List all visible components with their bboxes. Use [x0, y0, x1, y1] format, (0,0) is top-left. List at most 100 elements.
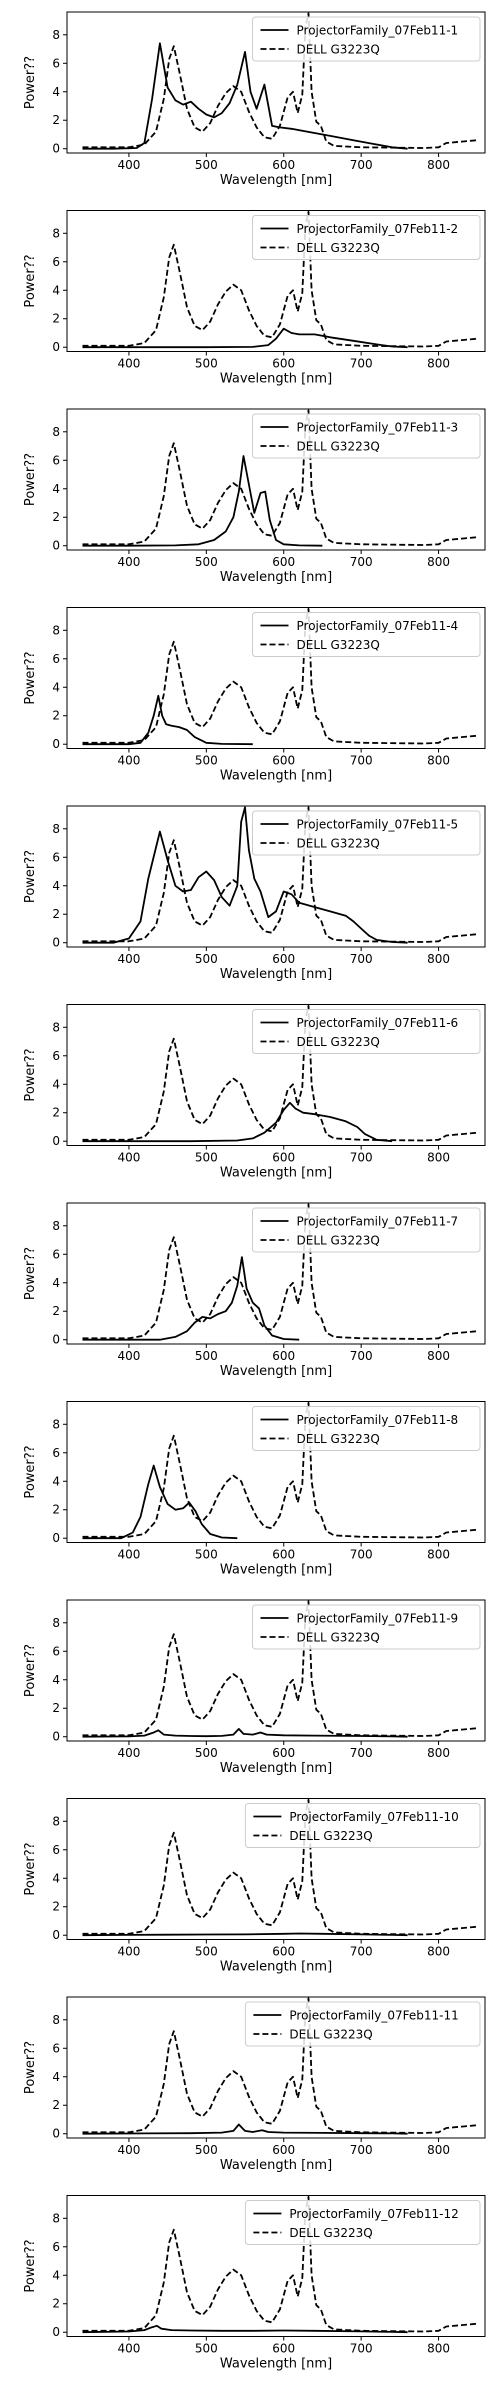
x-tick-label: 400	[117, 1548, 140, 1562]
series-group	[82, 211, 478, 349]
legend-label: ProjectorFamily_07Feb11-8	[297, 1413, 459, 1427]
y-tick-label: 2	[52, 2297, 60, 2311]
legend-label: DELL G3223Q	[289, 1829, 372, 1843]
series-line-projector	[82, 327, 408, 349]
x-tick-label: 600	[272, 1945, 295, 1959]
y-tick-label: 0	[52, 1333, 60, 1347]
legend-box	[252, 1207, 481, 1253]
legend-label: DELL G3223Q	[297, 1234, 380, 1248]
x-tick-label: 400	[117, 1349, 140, 1363]
y-tick-label: 8	[52, 1616, 60, 1630]
subplot-11: 400 500 600 700 800 0 2 4 6 8 Wavelength [nm] Power…	[23, 1996, 486, 2173]
y-tick-label: 2	[52, 312, 60, 326]
legend-box	[252, 16, 481, 62]
series-line-projector	[82, 1932, 408, 1937]
y-tick-label: 4	[52, 482, 60, 496]
x-tick-label: 800	[427, 1548, 450, 1562]
x-axis-label: Wavelength [nm]	[220, 2357, 332, 2372]
axes-frame	[66, 408, 486, 551]
y-tick-label: 6	[52, 255, 60, 269]
y-tick-label: 8	[52, 226, 60, 240]
x-tick-label: 800	[427, 2143, 450, 2157]
subplot-4: 400 500 600 700 800 0 2 4 6 8 Wavelength [nm] Power…	[23, 607, 486, 784]
y-tick-label: 4	[52, 879, 60, 893]
x-tick-label: 500	[195, 1548, 218, 1562]
x-axis-label: Wavelength [nm]	[220, 173, 332, 188]
y-tick-label: 4	[52, 283, 60, 297]
x-tick-label: 400	[117, 555, 140, 569]
legend-label: DELL G3223Q	[297, 241, 380, 255]
x-tick-label: 700	[350, 754, 373, 768]
legend-label: DELL G3223Q	[297, 638, 380, 652]
series-line-projector	[82, 42, 408, 150]
axes-frame	[66, 11, 486, 154]
y-axis-label: Power??	[23, 2041, 38, 2094]
series-line-dell	[82, 1799, 478, 1936]
x-tick-label: 400	[117, 158, 140, 172]
y-tick-label: 0	[52, 340, 60, 354]
y-tick-label: 0	[52, 936, 60, 950]
x-tick-label: 400	[117, 952, 140, 966]
axes-frame	[66, 607, 486, 749]
axes-frame	[66, 1599, 486, 1742]
x-tick-label: 800	[427, 555, 450, 569]
legend-label: ProjectorFamily_07Feb11-6	[297, 1016, 459, 1030]
y-tick-label: 8	[52, 1219, 60, 1233]
x-tick-label: 500	[195, 1945, 218, 1959]
y-tick-label: 4	[52, 1474, 60, 1488]
x-tick-label: 800	[427, 1746, 450, 1760]
x-axis-label: Wavelength [nm]	[220, 2158, 332, 2173]
subplot-7: 400 500 600 700 800 0 2 4 6 8 Wavelength [nm] Power…	[23, 1202, 486, 1379]
subplot-3: 400 500 600 700 800 0 2 4 6 8 Wavelength [nm] Power…	[23, 408, 486, 585]
y-tick-label: 2	[52, 1701, 60, 1715]
subplot-5: 400 500 600 700 800 0 2 4 6 8 Wavelength [nm] Power…	[23, 805, 486, 982]
y-axis-label: Power??	[23, 1842, 38, 1895]
y-tick-label: 6	[52, 652, 60, 666]
axes-frame	[66, 1401, 486, 1543]
legend-box	[252, 1009, 481, 1054]
x-axis-label: Wavelength [nm]	[220, 1761, 332, 1776]
x-tick-label: 800	[427, 952, 450, 966]
subplot-6: 400 500 600 700 800 0 2 4 6 8 Wavelength [nm] Power…	[23, 1004, 486, 1181]
legend-label: ProjectorFamily_07Feb11-10	[289, 1810, 458, 1824]
series-line-projector	[82, 1464, 238, 1540]
legend-label: ProjectorFamily_07Feb11-9	[297, 1612, 459, 1626]
y-tick-label: 0	[52, 142, 60, 156]
y-tick-label: 4	[52, 1276, 60, 1290]
x-axis-label: Wavelength [nm]	[220, 769, 332, 784]
y-tick-label: 8	[52, 28, 60, 42]
x-tick-label: 600	[272, 2342, 295, 2356]
axes-frame	[66, 1202, 486, 1345]
legend-label: ProjectorFamily_07Feb11-1	[297, 24, 459, 38]
x-tick-label: 600	[272, 952, 295, 966]
x-tick-label: 700	[350, 1349, 373, 1363]
x-tick-label: 600	[272, 555, 295, 569]
x-tick-label: 600	[272, 1746, 295, 1760]
x-tick-label: 600	[272, 357, 295, 371]
y-axis-label: Power??	[23, 850, 38, 903]
y-tick-label: 8	[52, 2211, 60, 2225]
y-tick-label: 4	[52, 85, 60, 99]
x-tick-label: 700	[350, 1548, 373, 1562]
y-tick-label: 0	[52, 1730, 60, 1744]
legend-box	[252, 215, 481, 260]
legend-label: DELL G3223Q	[297, 1631, 380, 1645]
y-tick-label: 6	[52, 56, 60, 70]
series-line-dell	[82, 1005, 478, 1142]
legend-box	[252, 413, 481, 459]
legend-box	[252, 1406, 481, 1451]
y-tick-label: 8	[52, 425, 60, 439]
x-tick-label: 700	[350, 357, 373, 371]
legend-label: ProjectorFamily_07Feb11-5	[297, 818, 459, 832]
y-tick-label: 0	[52, 737, 60, 751]
x-tick-label: 400	[117, 1746, 140, 1760]
x-tick-label: 500	[195, 754, 218, 768]
x-tick-label: 500	[195, 555, 218, 569]
subplot-8: 400 500 600 700 800 0 2 4 6 8 Wavelength [nm] Power…	[23, 1401, 486, 1578]
subplot-10: 400 500 600 700 800 0 2 4 6 8 Wavelength [nm] Power…	[23, 1798, 486, 1975]
axes-frame	[66, 210, 486, 352]
x-tick-label: 700	[350, 952, 373, 966]
y-tick-label: 2	[52, 2098, 60, 2112]
axes-frame	[66, 805, 486, 948]
series-group	[82, 1402, 478, 1540]
